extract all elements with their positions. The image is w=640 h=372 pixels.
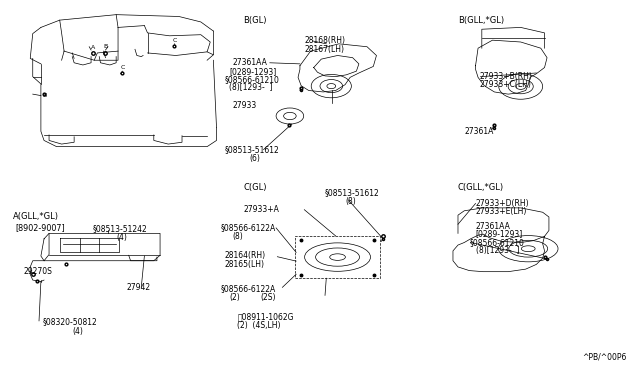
- Text: ^PB/^00P6: ^PB/^00P6: [582, 353, 626, 362]
- Text: 27361AA: 27361AA: [232, 58, 267, 67]
- Text: §08513-51242: §08513-51242: [93, 225, 148, 234]
- Text: 28168(RH): 28168(RH): [305, 36, 346, 45]
- Text: 27361A: 27361A: [464, 127, 493, 136]
- Text: 28165(LH): 28165(LH): [225, 260, 265, 269]
- Text: B(GL): B(GL): [243, 16, 267, 25]
- Text: C(GLL,*GL): C(GLL,*GL): [458, 183, 504, 192]
- Text: §08513-51612: §08513-51612: [325, 188, 380, 197]
- Text: A(GLL,*GL): A(GLL,*GL): [13, 212, 59, 221]
- Text: [8902-9007]: [8902-9007]: [16, 224, 65, 232]
- Text: 28167(LH): 28167(LH): [305, 45, 344, 54]
- Text: (8)[1293-  ]: (8)[1293- ]: [229, 83, 273, 92]
- Text: C(GL): C(GL): [243, 183, 267, 192]
- Text: §08566-61210: §08566-61210: [469, 238, 524, 247]
- Text: 27933: 27933: [232, 101, 257, 110]
- Text: (6): (6): [250, 154, 260, 163]
- Text: C: C: [172, 38, 177, 43]
- Text: (4): (4): [116, 233, 127, 242]
- Text: 27933+C(LH): 27933+C(LH): [480, 80, 532, 89]
- Text: (2): (2): [229, 293, 240, 302]
- Text: 29270S: 29270S: [24, 267, 53, 276]
- Text: §08513-51612: §08513-51612: [225, 145, 280, 154]
- Text: A: A: [91, 45, 95, 50]
- Text: §08320-50812: §08320-50812: [43, 317, 97, 326]
- Text: §08566-6122A: §08566-6122A: [221, 284, 276, 293]
- Text: (8)[1293-  ]: (8)[1293- ]: [476, 246, 519, 256]
- Text: B(GLL,*GL): B(GLL,*GL): [458, 16, 504, 25]
- Text: 27933+D(RH): 27933+D(RH): [476, 199, 529, 208]
- Text: 27933+A: 27933+A: [243, 205, 279, 214]
- Text: C: C: [120, 65, 125, 70]
- Text: ⓝ08911-1062G: ⓝ08911-1062G: [237, 312, 294, 321]
- Text: (2)  (4S,LH): (2) (4S,LH): [237, 321, 281, 330]
- Text: [0289-1293]: [0289-1293]: [229, 67, 276, 76]
- Text: 27361AA: 27361AA: [476, 222, 511, 231]
- Text: (8): (8): [232, 232, 243, 241]
- Text: 27942: 27942: [127, 283, 151, 292]
- Text: B: B: [42, 93, 46, 98]
- Text: (8): (8): [345, 197, 356, 206]
- Text: §08566-61210: §08566-61210: [225, 75, 280, 84]
- Text: [0289-1293]: [0289-1293]: [476, 230, 523, 238]
- Text: 28164(RH): 28164(RH): [225, 251, 266, 260]
- Text: 27933+E(LH): 27933+E(LH): [476, 207, 527, 216]
- Bar: [295, 236, 380, 278]
- Text: (4): (4): [72, 327, 83, 336]
- Text: (2S): (2S): [260, 293, 276, 302]
- Text: §08566-6122A: §08566-6122A: [221, 224, 276, 232]
- Text: B: B: [104, 44, 108, 49]
- Text: 27933+B(RH): 27933+B(RH): [480, 72, 533, 81]
